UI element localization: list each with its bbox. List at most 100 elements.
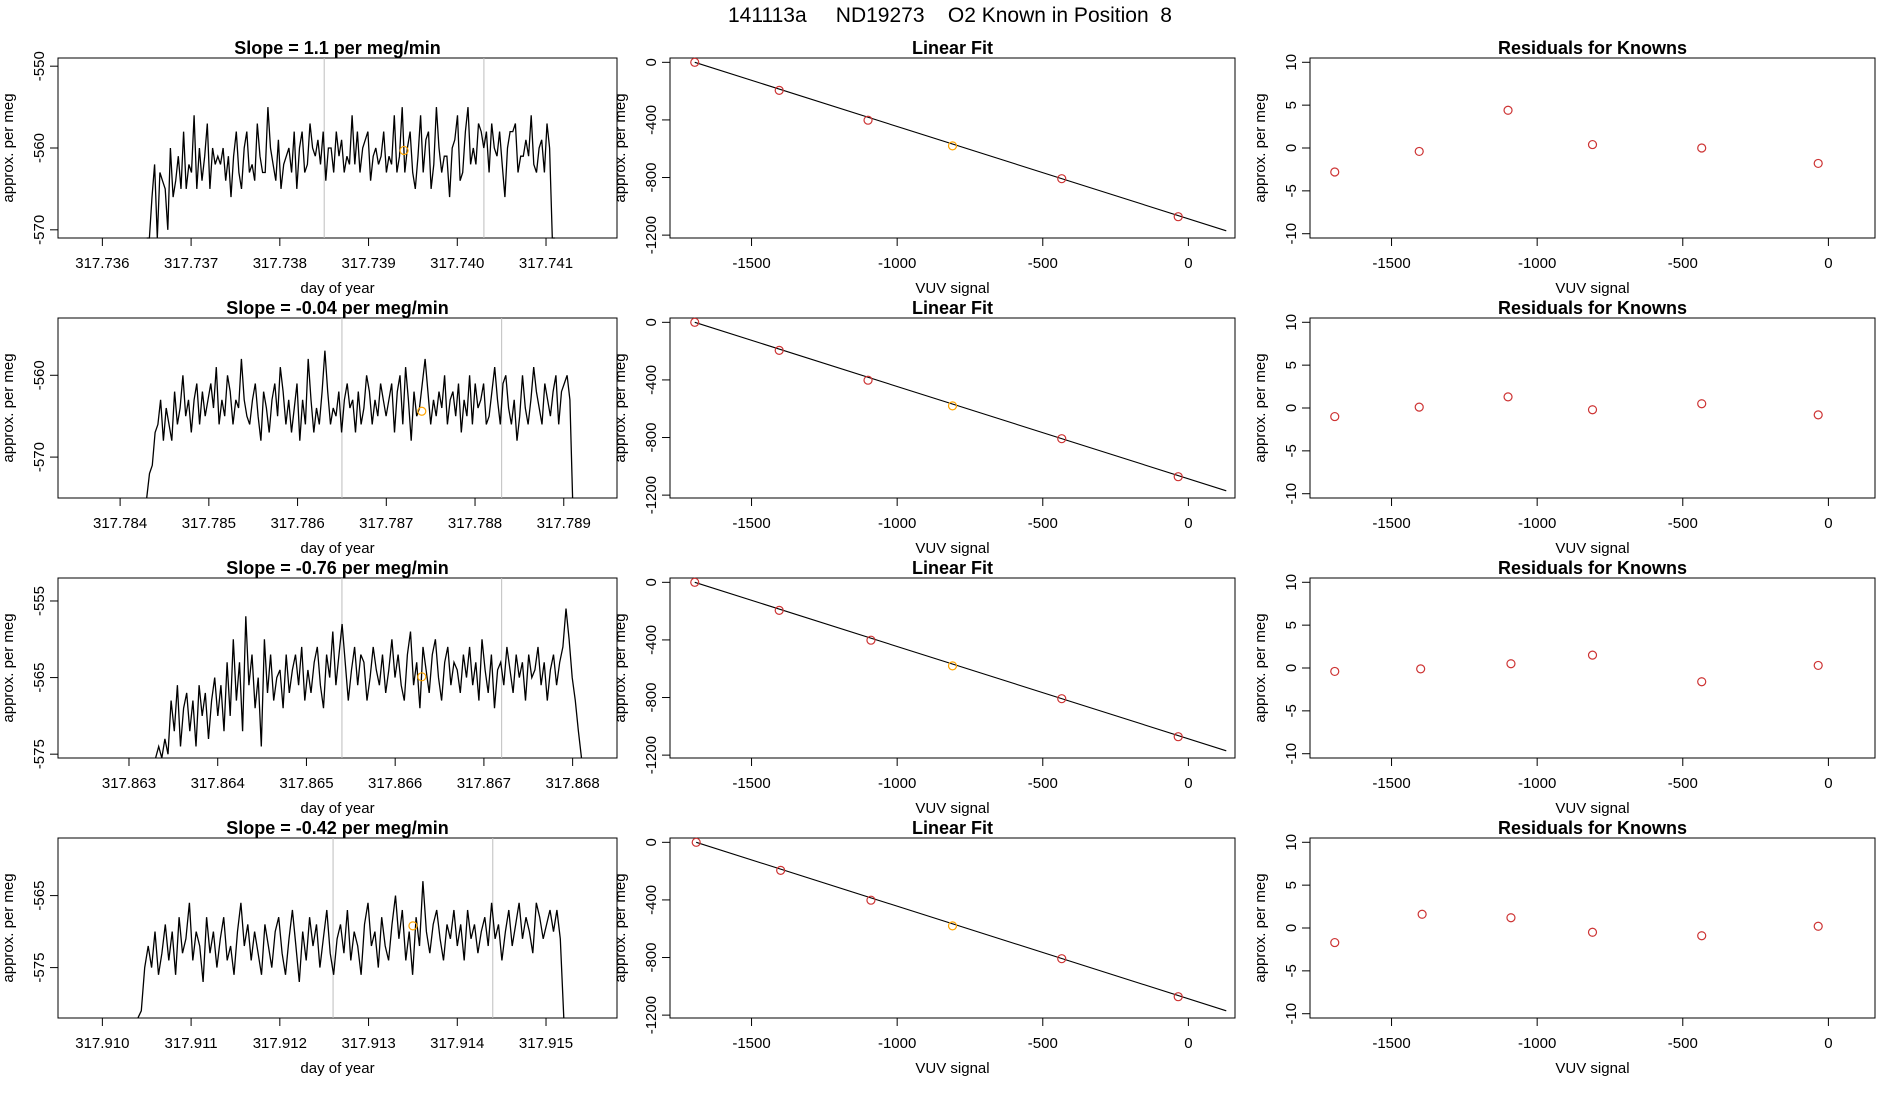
- r1-residuals-ytick-label: -10: [1283, 483, 1300, 505]
- r2-time-series-xtick-label: 317.867: [457, 775, 511, 792]
- r3-linear-fit-ytick-label: -800: [643, 943, 660, 973]
- r3-time-series-ytick-label: -565: [31, 881, 48, 911]
- r3-linear-fit-point: [1057, 954, 1067, 964]
- r2-residuals-ytick-label: 0: [1283, 664, 1300, 672]
- r1-residuals-ytick-label: -5: [1283, 444, 1300, 457]
- r3-linear-fit-xtick-label: -500: [1028, 1035, 1058, 1052]
- r2-linear-fit-frame: [669, 577, 1236, 759]
- r1-residuals-ylabel: approx. per meg: [1252, 353, 1269, 462]
- r1-residuals-xtick-label: -500: [1668, 515, 1698, 532]
- r0-residuals-point: [1587, 139, 1598, 150]
- r0-residuals-xtick-label: -1500: [1372, 255, 1410, 272]
- r1-linear-fit-point: [690, 317, 700, 327]
- r3-linear-fit-point: [866, 895, 876, 905]
- r0-linear-fit-point: [1057, 174, 1067, 184]
- r0-residuals-title: Residuals for Knowns: [1498, 38, 1687, 58]
- r0-linear-fit-xtick-label: 0: [1184, 255, 1192, 272]
- r3-residuals-title: Residuals for Knowns: [1498, 818, 1687, 838]
- r1-linear-fit-point: [1057, 434, 1067, 444]
- r2-residuals-xlabel: VUV signal: [1555, 800, 1629, 817]
- r3-residuals-xtick-label: -1000: [1518, 1035, 1556, 1052]
- r1-residuals-frame: [1309, 317, 1876, 499]
- r1-time-series-title: Slope = -0.04 per meg/min: [226, 298, 449, 318]
- r2-residuals-point: [1587, 650, 1598, 660]
- r0-linear-fit-point: [690, 57, 700, 67]
- r2-time-series-xtick-label: 317.868: [546, 775, 600, 792]
- r1-linear-fit-xtick-label: -1500: [732, 515, 770, 532]
- r1-linear-fit-fit-line: [694, 321, 1227, 492]
- r3-time-series-ytick-label: -575: [31, 953, 48, 983]
- r3-residuals-point: [1506, 913, 1516, 923]
- r3-linear-fit-point: [776, 865, 786, 876]
- r0-residuals-ytick-label: -5: [1283, 184, 1300, 197]
- r2-residuals-xtick-label: 0: [1824, 775, 1832, 792]
- r3-linear-fit-point: [691, 837, 701, 847]
- r3-residuals-ylabel: approx. per meg: [1252, 873, 1269, 982]
- r1-linear-fit-xtick-label: -1000: [878, 515, 916, 532]
- r0-time-series-xtick-label: 317.737: [164, 255, 218, 272]
- r1-time-series-xtick-label: 317.784: [93, 515, 147, 532]
- r2-linear-fit-ytick-label: -1200: [643, 736, 660, 774]
- r3-residuals-point: [1697, 931, 1707, 941]
- r2-linear-fit-xlabel: VUV signal: [915, 800, 989, 817]
- r2-time-series-ytick-label: -575: [31, 739, 48, 769]
- r2-linear-fit-xtick-label: -1500: [732, 775, 770, 792]
- r0-linear-fit-frame: [669, 57, 1236, 239]
- r3-residuals-xtick-label: -500: [1668, 1035, 1698, 1052]
- r3-residuals-ytick-label: 0: [1283, 924, 1300, 932]
- r1-linear-fit-xtick-label: -500: [1028, 515, 1058, 532]
- r0-residuals-xlabel: VUV signal: [1555, 280, 1629, 297]
- r2-residuals-point: [1330, 666, 1340, 677]
- r3-residuals-point: [1587, 927, 1598, 937]
- r2-linear-fit-xtick-label: -500: [1028, 775, 1058, 792]
- r1-residuals-ytick-label: 5: [1283, 361, 1300, 369]
- r1-residuals-point: [1813, 410, 1823, 420]
- r2-linear-fit-ytick-label: 0: [643, 578, 660, 586]
- r1-linear-fit-frame: [669, 317, 1236, 499]
- r3-residuals-xtick-label: -1500: [1372, 1035, 1410, 1052]
- r0-time-series-ytick-label: -550: [31, 51, 48, 81]
- r0-linear-fit-ytick-label: 0: [643, 58, 660, 66]
- r3-time-series-series-line: [137, 881, 565, 1019]
- r2-linear-fit-point: [866, 635, 876, 645]
- r1-time-series-xtick-label: 317.786: [270, 515, 324, 532]
- r1-residuals-point: [1697, 399, 1707, 409]
- r3-time-series-frame: [57, 837, 618, 1019]
- r3-linear-fit-ylabel: approx. per meg: [612, 873, 629, 982]
- r0-linear-fit-fit-line: [694, 61, 1227, 232]
- r0-time-series-ytick-label: -560: [31, 133, 48, 163]
- r2-time-series-series-line: [154, 608, 583, 759]
- r3-residuals-point: [1417, 909, 1427, 919]
- r3-linear-fit-point: [1173, 992, 1183, 1002]
- r1-time-series-xlabel: day of year: [300, 540, 374, 557]
- r1-time-series-frame: [57, 317, 618, 499]
- r2-residuals-xtick-label: -500: [1668, 775, 1698, 792]
- r1-time-series-xtick-label: 317.785: [182, 515, 236, 532]
- r2-residuals-point: [1813, 660, 1823, 671]
- r2-time-series-xtick-label: 317.864: [191, 775, 245, 792]
- r2-linear-fit-point: [1057, 694, 1067, 704]
- r2-linear-fit-xtick-label: -1000: [878, 775, 916, 792]
- r3-residuals-point: [1330, 937, 1340, 948]
- r0-time-series-xlabel: day of year: [300, 280, 374, 297]
- r0-residuals-xtick-label: -500: [1668, 255, 1698, 272]
- r0-time-series-series-line: [146, 107, 555, 239]
- r1-residuals-ytick-label: 0: [1283, 404, 1300, 412]
- r2-time-series-title: Slope = -0.76 per meg/min: [226, 558, 449, 578]
- r1-time-series-xtick-label: 317.788: [448, 515, 502, 532]
- r3-linear-fit-xtick-label: -1500: [732, 1035, 770, 1052]
- r2-residuals-point: [1506, 659, 1516, 669]
- r0-linear-fit-point: [863, 115, 873, 125]
- r2-residuals-xtick-label: -1500: [1372, 775, 1410, 792]
- r2-linear-fit-xtick-label: 0: [1184, 775, 1192, 792]
- r3-residuals-ytick-label: -10: [1283, 1003, 1300, 1025]
- r0-linear-fit-ytick-label: -400: [643, 105, 660, 135]
- r2-time-series-xlabel: day of year: [300, 800, 374, 817]
- r3-linear-fit-point: [947, 921, 958, 931]
- r1-residuals-point: [1330, 411, 1340, 422]
- r1-linear-fit-ytick-label: -800: [643, 423, 660, 453]
- r0-residuals-ytick-label: 5: [1283, 101, 1300, 109]
- r2-linear-fit-fit-line: [694, 581, 1227, 752]
- r3-time-series-xtick-label: 317.914: [430, 1035, 484, 1052]
- r2-linear-fit-ytick-label: -800: [643, 683, 660, 713]
